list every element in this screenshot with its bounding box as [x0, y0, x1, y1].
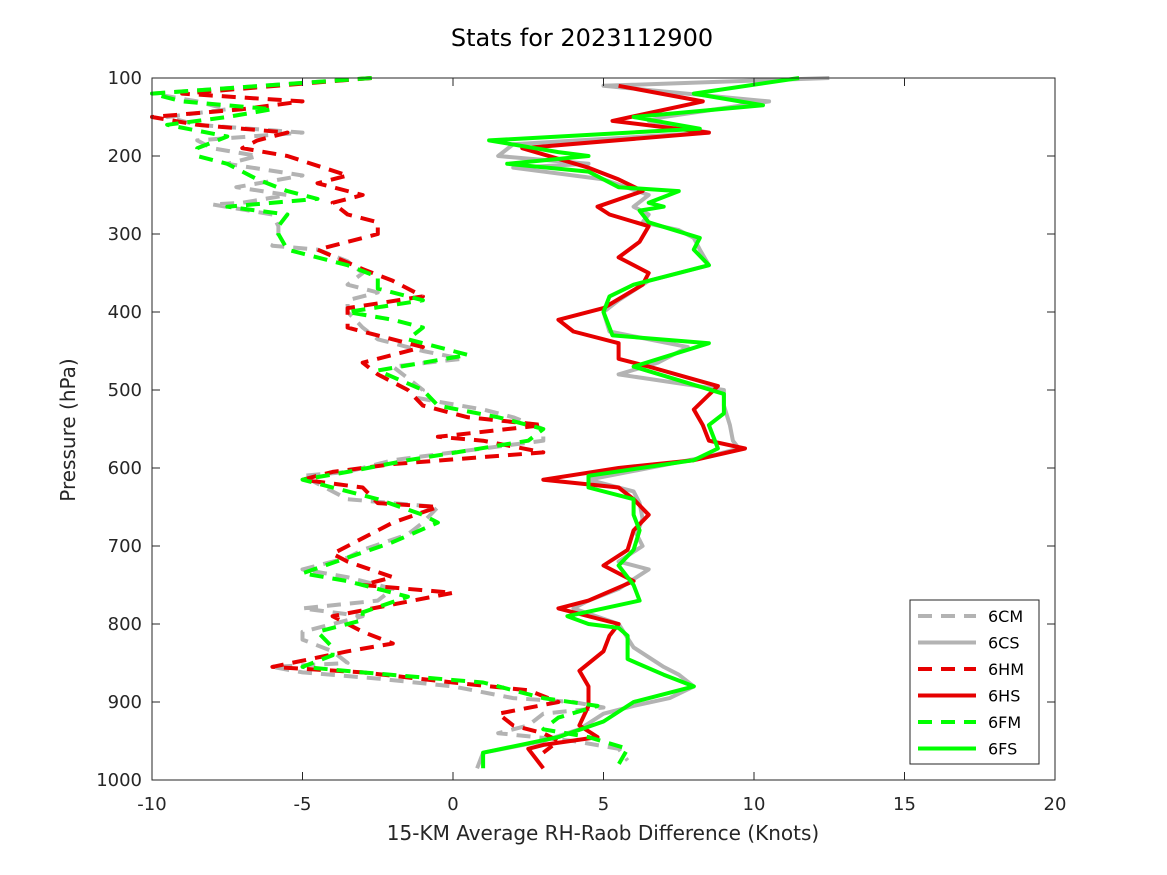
legend-label-6fs: 6FS [988, 740, 1017, 759]
x-tick-label: 15 [893, 794, 916, 815]
x-tick-label: -5 [294, 794, 312, 815]
legend-box [909, 599, 1040, 765]
x-tick-label: -10 [137, 794, 166, 815]
legend-label-6cm: 6CM [988, 607, 1023, 626]
series-line-6cm [150, 76, 630, 762]
legend-label-6hm: 6HM [988, 660, 1024, 679]
x-tick-label: 10 [743, 794, 766, 815]
x-tick-label: 5 [598, 794, 609, 815]
series-line-6cs [475, 76, 830, 770]
y-axis-ticks: 100 200 300 400 500 600 700 800 900 1000 [96, 68, 1055, 791]
y-tick-label: 500 [108, 380, 142, 401]
x-tick-label: 0 [447, 794, 458, 815]
legend-label-6fm: 6FM [988, 713, 1021, 732]
series-line-6fm [150, 76, 630, 766]
y-tick-label: 900 [108, 692, 142, 713]
y-tick-label: 600 [108, 458, 142, 479]
y-tick-label: 700 [108, 536, 142, 557]
y-axis-label: Pressure (hPa) [56, 358, 80, 501]
series-line-6hs [520, 83, 747, 770]
y-tick-label: 300 [108, 224, 142, 245]
y-tick-label: 200 [108, 146, 142, 167]
y-tick-label: 100 [108, 68, 142, 89]
y-tick-label: 800 [108, 614, 142, 635]
x-axis-ticks: -10 -5 0 5 10 15 20 [137, 78, 1066, 815]
y-tick-label: 1000 [96, 770, 142, 791]
series-line-6fs [481, 76, 800, 769]
series-line-6hm [150, 76, 561, 755]
legend-label-6cs: 6CS [988, 634, 1020, 653]
x-tick-label: 20 [1044, 794, 1067, 815]
y-tick-label: 400 [108, 302, 142, 323]
x-axis-label: 15-KM Average RH-Raob Difference (Knots) [387, 821, 819, 845]
series-layer [150, 76, 830, 770]
legend-label-6hs: 6HS [988, 687, 1020, 706]
chart-title: Stats for 2023112900 [451, 24, 713, 52]
legend: 6CM 6CS 6HM 6HS 6FM 6FS [909, 599, 1040, 765]
